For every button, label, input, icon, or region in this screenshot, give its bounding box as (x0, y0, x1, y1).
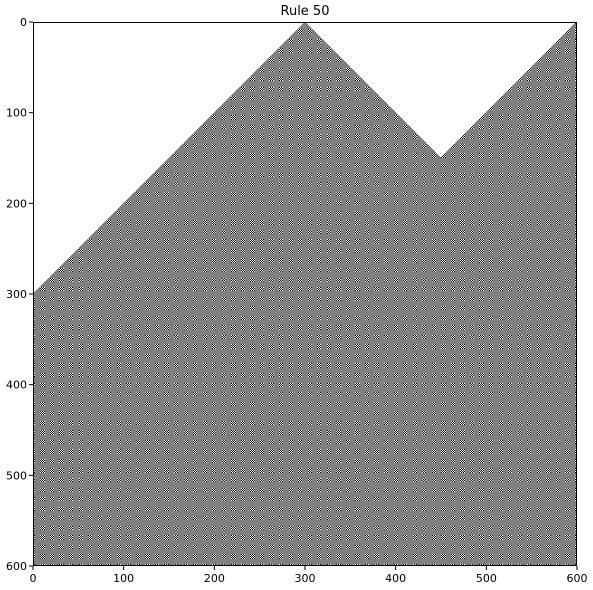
y-tick-label: 100 (6, 107, 27, 120)
x-tick-label: 500 (476, 572, 497, 585)
x-tick-label: 300 (295, 572, 316, 585)
axes-frame (33, 22, 577, 566)
y-tick-label: 400 (6, 379, 27, 392)
y-tick-label: 500 (6, 469, 27, 482)
y-tick-label: 300 (6, 288, 27, 301)
x-tick-label: 400 (385, 572, 406, 585)
y-tick-label: 200 (6, 197, 27, 210)
y-tick-label: 0 (20, 16, 27, 29)
cellular-automaton-heatmap (33, 22, 577, 566)
y-axis: 0 100 200 300 400 500 600 (6, 16, 33, 573)
x-tick-label: 100 (113, 572, 134, 585)
y-tick-label: 600 (6, 560, 27, 573)
x-tick-label: 200 (204, 572, 225, 585)
x-tick-label: 600 (567, 572, 588, 585)
x-axis: 0 100 200 300 400 500 600 (30, 566, 588, 585)
x-tick-label: 0 (30, 572, 37, 585)
chart-title: Rule 50 (280, 4, 330, 19)
